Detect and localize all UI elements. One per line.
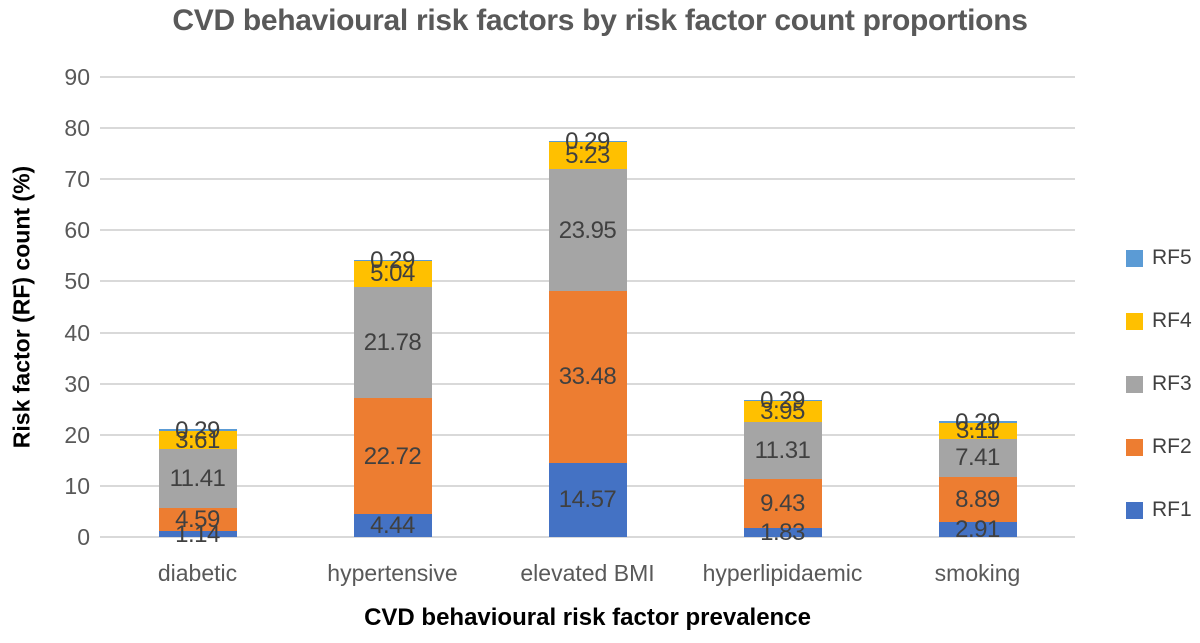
y-tick-label: 20 — [64, 421, 90, 448]
bar-segment-RF1 — [548, 462, 627, 537]
bar-segment-RF4 — [158, 430, 237, 450]
legend-item-RF3: RF3 — [1126, 372, 1192, 395]
bar-segment-RF1 — [743, 527, 822, 537]
bar-segment-RF3 — [743, 421, 822, 480]
bar-segment-RF5 — [353, 259, 432, 262]
bar-segment-RF2 — [938, 476, 1017, 523]
bar-segment-RF2 — [548, 291, 627, 463]
bar-segment-RF5 — [743, 399, 822, 402]
legend-swatch-RF5 — [1126, 249, 1143, 267]
legend-item-RF2: RF2 — [1126, 435, 1192, 458]
bar-segment-RF5 — [158, 429, 237, 431]
y-tick-label: 50 — [64, 268, 90, 295]
category-label: smoking — [934, 560, 1021, 586]
x-axis-title: CVD behavioural risk factor prevalence — [364, 604, 811, 631]
gridline — [100, 536, 1075, 538]
legend-swatch-RF2 — [1126, 438, 1143, 456]
y-tick-label: 10 — [64, 472, 90, 499]
bar-segment-RF3 — [353, 286, 432, 399]
y-tick-label: 90 — [64, 64, 90, 90]
y-tick-label: 60 — [64, 217, 90, 244]
legend-label: RF4 — [1152, 309, 1192, 332]
bar-segment-RF5 — [548, 140, 627, 143]
legend-label: RF1 — [1152, 498, 1192, 521]
bar-segment-RF3 — [548, 169, 627, 292]
gridline — [100, 76, 1075, 78]
legend-item-RF5: RF5 — [1126, 246, 1192, 269]
bar-segment-RF4 — [353, 261, 432, 287]
y-axis-title: Risk factor (RF) count (%) — [8, 165, 35, 449]
y-tick-label: 0 — [77, 524, 90, 550]
legend-swatch-RF4 — [1126, 312, 1143, 330]
bar-segment-RF4 — [548, 142, 627, 169]
chart-title: CVD behavioural risk factors by risk fac… — [172, 4, 1028, 37]
category-label: hyperlipidaemic — [702, 560, 863, 586]
legend-label: RF3 — [1152, 372, 1192, 395]
legend-label: RF5 — [1152, 246, 1192, 269]
y-tick-label: 80 — [64, 115, 90, 142]
legend-swatch-RF1 — [1126, 501, 1143, 519]
bar-segment-RF1 — [353, 514, 432, 537]
category-label: hypertensive — [327, 560, 458, 586]
legend-label: RF2 — [1152, 435, 1192, 458]
bar-segment-RF1 — [938, 522, 1017, 537]
bar-segment-RF1 — [158, 531, 237, 537]
gridline — [100, 127, 1075, 130]
y-tick-label: 30 — [64, 370, 90, 397]
bar-segment-RF4 — [938, 422, 1017, 439]
legend-item-RF1: RF1 — [1126, 498, 1192, 521]
legend-item-RF4: RF4 — [1126, 309, 1192, 332]
bar-segment-RF3 — [938, 438, 1017, 477]
bar-segment-RF5 — [938, 421, 1017, 423]
category-label: diabetic — [157, 560, 238, 586]
legend-swatch-RF3 — [1126, 375, 1143, 393]
bar-segment-RF2 — [158, 507, 237, 532]
bar-segment-RF4 — [743, 401, 822, 422]
y-tick-label: 40 — [64, 319, 90, 346]
bar-segment-RF2 — [353, 398, 432, 515]
y-tick-label: 70 — [64, 166, 90, 193]
bar-segment-RF2 — [743, 479, 822, 528]
bar-segment-RF3 — [158, 449, 237, 508]
category-label: elevated BMI — [520, 560, 655, 586]
